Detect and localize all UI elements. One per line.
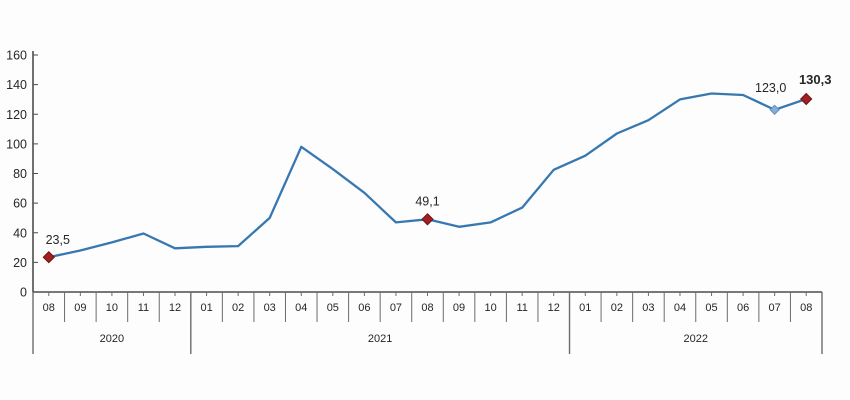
y-axis-tick-label: 40 xyxy=(13,226,27,240)
data-point-label: 49,1 xyxy=(415,194,439,208)
y-axis-tick-label: 160 xyxy=(6,49,27,63)
year-label: 2021 xyxy=(368,333,392,345)
y-axis-tick-label: 140 xyxy=(6,78,27,92)
month-label: 09 xyxy=(74,302,86,314)
month-label: 06 xyxy=(358,302,370,314)
month-label: 08 xyxy=(421,302,433,314)
y-axis-tick-label: 100 xyxy=(6,137,27,151)
month-label: 08 xyxy=(800,302,812,314)
red-diamond-marker xyxy=(42,250,55,264)
data-point-label: 130,3 xyxy=(799,72,832,87)
data-point-label: 23,5 xyxy=(46,233,70,247)
y-axis-tick-label: 120 xyxy=(6,108,27,122)
month-label: 01 xyxy=(200,302,212,314)
blue-diamond-marker xyxy=(769,104,780,116)
chart-line xyxy=(47,92,808,259)
month-label: 04 xyxy=(295,302,307,314)
month-label: 10 xyxy=(484,302,496,314)
month-label: 02 xyxy=(611,302,623,314)
y-axis-tick-label: 80 xyxy=(13,167,27,181)
month-label: 02 xyxy=(232,302,244,314)
month-label: 11 xyxy=(516,302,527,314)
month-label: 03 xyxy=(642,302,654,314)
month-label: 05 xyxy=(705,302,717,314)
month-label: 12 xyxy=(548,302,560,314)
month-label: 08 xyxy=(43,302,55,314)
year-label: 2020 xyxy=(100,333,124,345)
month-label: 01 xyxy=(579,302,591,314)
month-label: 07 xyxy=(769,302,781,314)
month-label: 10 xyxy=(106,302,118,314)
month-label: 04 xyxy=(674,302,686,314)
year-label: 2022 xyxy=(684,333,708,345)
y-axis-tick-label: 20 xyxy=(13,256,27,270)
month-label: 05 xyxy=(327,302,339,314)
y-axis-tick-label: 0 xyxy=(20,286,27,300)
red-diamond-marker xyxy=(421,213,434,226)
month-label: 06 xyxy=(737,302,749,314)
month-label: 07 xyxy=(390,302,402,314)
y-axis-tick-label: 60 xyxy=(13,197,27,211)
month-label: 12 xyxy=(169,302,181,314)
red-diamond-marker xyxy=(800,92,813,106)
month-label: 09 xyxy=(453,302,465,314)
data-point-label: 123,0 xyxy=(755,81,786,95)
month-label: 03 xyxy=(264,302,276,314)
month-label: 11 xyxy=(138,302,149,314)
